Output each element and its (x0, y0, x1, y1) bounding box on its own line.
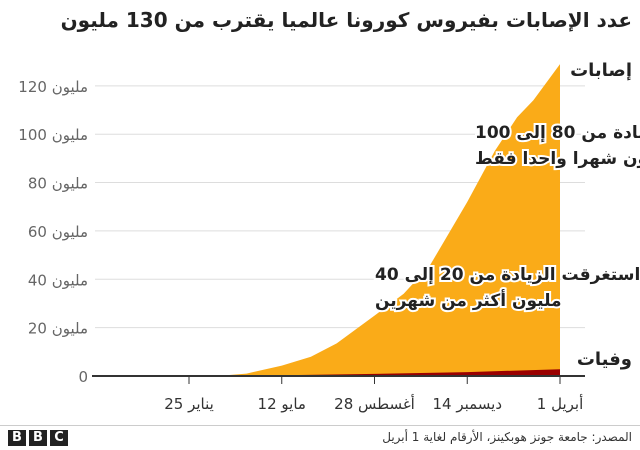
y-tick-label: 60 مليون (28, 223, 88, 241)
area-cases (189, 64, 560, 376)
x-tick-label: 14 ديسمبر (432, 395, 502, 413)
y-tick-label: 80 مليون (28, 175, 88, 193)
y-tick-label: 100 مليون (18, 126, 88, 144)
y-tick-label: 0 (78, 368, 88, 386)
x-tick-label: 1 أبريل (537, 394, 583, 413)
annotation-1: مليون شهرا واحدا فقط (475, 149, 640, 169)
annotation-2: استغرقت الزيادة من 20 إلى 40 (375, 265, 640, 285)
chart-title: عدد الإصابات بفيروس كورونا عالميا يقترب … (60, 8, 632, 32)
y-tick-label: 120 مليون (18, 78, 88, 96)
source-note: المصدر: جامعة جونز هوبكينز، الأرقام لغاي… (382, 430, 632, 444)
y-tick-label: 40 مليون (28, 271, 88, 289)
footer-divider (0, 425, 640, 426)
x-tick-label: 12 مايو (258, 395, 306, 413)
series-label-deaths: وفيات (577, 349, 632, 370)
annotation-2: مليون أكثر من شهرين (375, 289, 562, 311)
area-deaths (189, 369, 560, 376)
area-chart: 0 20 مليون 40 مليون 60 مليون 80 مليون 100 ملي… (18, 60, 640, 413)
x-tick-label: 28 أغسطس (334, 394, 415, 413)
annotation-1: استغرقت الزيادة من 80 إلى 100 (475, 123, 640, 143)
x-tick-label: 25 يناير (164, 395, 214, 413)
y-tick-label: 20 مليون (28, 320, 88, 338)
series-label-cases: إصابات (570, 60, 632, 81)
